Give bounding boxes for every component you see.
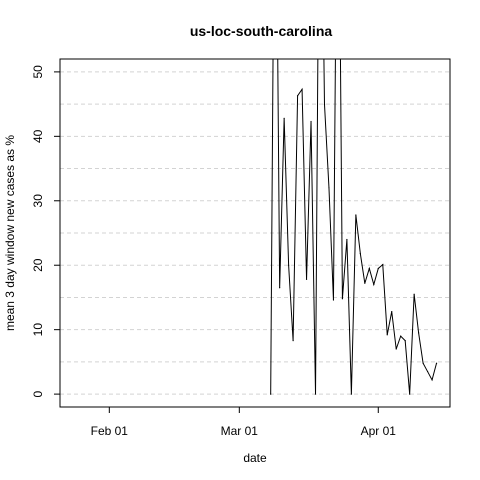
x-tick-label: Mar 01 [221,424,259,438]
y-tick-label: 10 [31,323,45,337]
data-point [270,393,272,395]
data-point [422,362,424,364]
y-tick-label: 20 [31,258,45,272]
data-point [301,88,303,90]
data-point [341,298,344,300]
data-point [292,340,294,342]
data-point [305,278,308,280]
data-point [283,117,285,119]
data-point [368,267,370,270]
data-point [373,283,375,286]
x-axis: Feb 01 Mar 01 Apr 01 [91,407,397,438]
data-point [355,214,357,216]
x-tick-label: Apr 01 [361,424,397,438]
x-tick-label: Feb 01 [91,424,129,438]
data-point [323,103,326,105]
data-point [350,393,352,395]
data-point [400,335,402,337]
series-line [270,59,438,395]
plot-frame [59,58,451,408]
data-point [310,120,312,123]
data-point [279,287,281,289]
data-point [431,379,433,381]
data-point [346,238,348,241]
data-point [296,95,299,97]
data-point [426,370,429,373]
data-point [288,264,290,266]
y-tick-label: 40 [31,129,45,143]
data-point [413,293,415,295]
y-axis-label: mean 3 day window new cases as % [3,135,17,331]
grid [60,71,450,395]
y-tick-label: 50 [31,65,45,79]
data-point [391,311,393,313]
data-point [409,393,411,395]
data-point [404,340,406,342]
data-point [314,393,317,395]
data-point [328,187,330,189]
series-layer [270,59,438,395]
chart-title: us-loc-south-carolina [190,23,333,39]
data-point [359,253,361,255]
data-point [364,282,366,284]
data-point [435,362,438,364]
data-point [386,334,388,336]
data-point [377,267,379,270]
data-point [418,332,420,334]
y-tick-label: 30 [31,194,45,208]
data-point [382,263,384,266]
x-axis-label: date [243,451,267,465]
data-point [332,299,335,301]
y-tick-label: 0 [31,390,45,397]
y-axis: 0 10 20 30 40 50 [31,65,60,397]
data-point [395,348,397,350]
